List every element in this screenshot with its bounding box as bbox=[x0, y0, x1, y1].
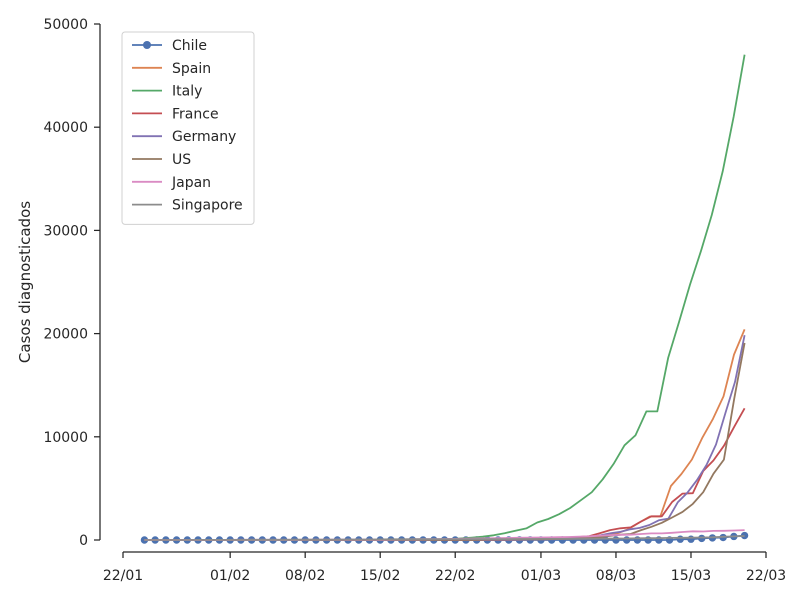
plot-area bbox=[140, 54, 749, 544]
y-tick-label: 0 bbox=[79, 533, 88, 549]
legend-marker-chile bbox=[143, 41, 151, 49]
legend-label-italy: Italy bbox=[172, 84, 202, 100]
x-tick-label: 15/03 bbox=[671, 568, 711, 584]
legend-label-us: US bbox=[172, 152, 191, 168]
x-tick-label: 01/02 bbox=[210, 568, 250, 584]
x-tick-label: 15/02 bbox=[360, 568, 400, 584]
x-tick-label: 22/03 bbox=[746, 568, 786, 584]
x-tick-label: 22/02 bbox=[435, 568, 475, 584]
y-tick-label: 30000 bbox=[43, 223, 88, 239]
legend-label-chile: Chile bbox=[172, 38, 207, 54]
y-tick-label: 20000 bbox=[43, 327, 88, 343]
series-line-spain bbox=[144, 329, 746, 541]
y-tick-label: 40000 bbox=[43, 120, 88, 136]
series-line-us bbox=[144, 342, 746, 541]
series-line-germany bbox=[144, 335, 746, 541]
y-tick-label: 10000 bbox=[43, 430, 88, 446]
legend-label-singapore: Singapore bbox=[172, 198, 243, 214]
y-tick-label: 50000 bbox=[43, 17, 88, 33]
series-line-france bbox=[144, 407, 746, 541]
y-axis-label: Casos diagnosticados bbox=[16, 201, 34, 363]
series-line-singapore bbox=[144, 535, 745, 541]
legend-label-france: France bbox=[172, 106, 219, 122]
legend-label-spain: Spain bbox=[172, 61, 211, 77]
axes: 0 10000 20000 30000 40000 50000 22/01 01/02 08/0… bbox=[43, 17, 786, 584]
x-tick-label: 01/03 bbox=[521, 568, 561, 584]
x-tick-label: 22/01 bbox=[103, 568, 143, 584]
legend-box bbox=[121, 31, 255, 225]
x-tick-label: 08/03 bbox=[596, 568, 636, 584]
legend-label-germany: Germany bbox=[172, 129, 236, 145]
legend-label-japan: Japan bbox=[171, 175, 211, 191]
legend: Chile Spain Italy France Germany US Japan Singa… bbox=[121, 31, 255, 225]
x-tick-label: 08/02 bbox=[285, 568, 325, 584]
